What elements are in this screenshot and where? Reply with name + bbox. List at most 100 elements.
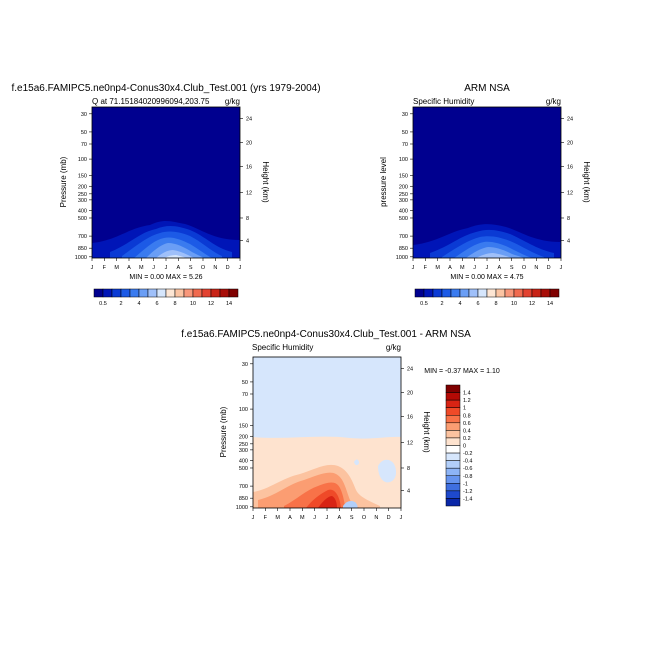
y2-tick-label: 20 [407, 390, 413, 396]
y-tick-label: 500 [399, 216, 408, 222]
axis-label-height: Height (km) [582, 161, 591, 203]
y2-tick-label: 4 [246, 239, 249, 245]
y-tick-label: 500 [239, 466, 248, 472]
colorbar-swatch [540, 288, 551, 298]
x-tick-label: J [91, 265, 94, 271]
x-tick-label: N [213, 265, 217, 271]
x-tick-label: S [510, 265, 514, 271]
axis-label-pressure: Pressure (mb) [59, 156, 68, 207]
contour-band-5 [466, 247, 524, 258]
contour-band-neg-ring [378, 459, 397, 483]
y-tick-label: 850 [239, 496, 248, 502]
y-tick-label: 70 [242, 392, 248, 398]
x-tick-label: O [362, 515, 367, 521]
axis-label-height: Height (km) [422, 411, 431, 453]
x-tick-label: M [460, 265, 465, 271]
contour-band-6 [476, 253, 512, 258]
colorbar-tick-label: -1.2 [463, 489, 472, 495]
y-tick-label: 400 [239, 458, 248, 464]
colorbar-swatch [445, 407, 461, 416]
y-tick-label: 500 [78, 216, 87, 222]
colorbar-tick-label: 8 [494, 301, 497, 307]
y2-tick-label: 16 [246, 165, 252, 171]
colorbar-tick-label: 14 [547, 301, 553, 307]
y-tick-label: 30 [81, 112, 87, 118]
x-tick-label: D [387, 515, 391, 521]
x-tick-label: J [252, 515, 255, 521]
x-tick-label: D [547, 265, 551, 271]
panel-obs-right-string: g/kg [546, 97, 561, 106]
y2-tick-label: 8 [407, 466, 410, 472]
x-tick-label: A [127, 265, 131, 271]
colorbar-swatch [102, 288, 113, 298]
y-tick-label: 250 [239, 442, 248, 448]
colorbar-swatch [468, 288, 479, 298]
y-tick-label: 200 [239, 434, 248, 440]
colorbar-swatch [445, 392, 461, 401]
x-tick-label: J [239, 265, 242, 271]
x-tick-label: S [350, 515, 354, 521]
y-tick-label: 400 [78, 208, 87, 214]
colorbar-tick-label: 10 [190, 301, 196, 307]
y-tick-label: 100 [78, 157, 87, 163]
panel-diff-stats: MIN = -0.37 MAX = 1.10 [424, 368, 500, 375]
x-tick-label: A [176, 265, 180, 271]
colorbar-swatch [174, 288, 185, 298]
colorbar-tick-label: 0 [463, 444, 466, 450]
colorbar-swatch [138, 288, 149, 298]
contour-band-7 [164, 255, 186, 258]
colorbar-tick-label: 6 [155, 301, 158, 307]
x-tick-label: J [560, 265, 563, 271]
colorbar-swatch [219, 288, 230, 298]
x-tick-label: A [337, 515, 341, 521]
colorbar-swatch [445, 490, 461, 499]
x-tick-label: J [313, 515, 316, 521]
colorbar-swatch [513, 288, 524, 298]
y-tick-label: 850 [78, 246, 87, 252]
panel-model-field [91, 106, 241, 259]
colorbar-tick-label: 0.2 [463, 436, 471, 442]
x-tick-label: O [201, 265, 206, 271]
colorbar-tick-label: 4 [137, 301, 140, 307]
colorbar-swatch [459, 288, 470, 298]
x-tick-label: M [139, 265, 144, 271]
x-tick-label: M [275, 515, 280, 521]
colorbar-tick-label: -1 [463, 481, 468, 487]
colorbar-tick-label: 8 [173, 301, 176, 307]
contour-band-neg-spot-2 [354, 459, 359, 466]
colorbar-swatch [210, 288, 221, 298]
colorbar-tick-label: 2 [440, 301, 443, 307]
contour-band-pos-1 [318, 496, 337, 508]
colorbar-swatch [445, 475, 461, 484]
y-tick-label: 50 [402, 130, 408, 136]
y2-tick-label: 24 [407, 366, 413, 372]
y2-tick-label: 20 [246, 140, 252, 146]
colorbar-swatch [477, 288, 488, 298]
y-tick-label: 70 [402, 142, 408, 148]
colorbar-swatch [445, 460, 461, 469]
x-tick-label: N [374, 515, 378, 521]
axis-label-pressure: Pressure (mb) [219, 406, 228, 457]
axis-label-pressure-level: pressure level [379, 157, 388, 207]
colorbar-tick-label: 0.8 [463, 413, 471, 419]
panel-diff: f.e15a6.FAMIPC5.ne0np4-Conus30x4.Club_Te… [181, 329, 500, 521]
colorbar-tick-label: 12 [529, 301, 535, 307]
colorbar-swatch [120, 288, 131, 298]
x-tick-label: N [534, 265, 538, 271]
x-tick-label: J [152, 265, 155, 271]
colorbar-swatch [183, 288, 194, 298]
y2-tick-label: 8 [567, 216, 570, 222]
axis-label-height: Height (km) [261, 161, 270, 203]
panel-model-right-string: g/kg [225, 97, 240, 106]
colorbar-swatch [445, 399, 461, 408]
colorbar-tick-label: 1 [463, 406, 466, 412]
colorbar-swatch [486, 288, 497, 298]
x-tick-label: J [473, 265, 476, 271]
y2-tick-label: 12 [246, 190, 252, 196]
y-tick-label: 300 [78, 198, 87, 204]
y-tick-label: 1000 [75, 255, 87, 261]
y-tick-label: 400 [399, 208, 408, 214]
x-tick-label: S [189, 265, 193, 271]
